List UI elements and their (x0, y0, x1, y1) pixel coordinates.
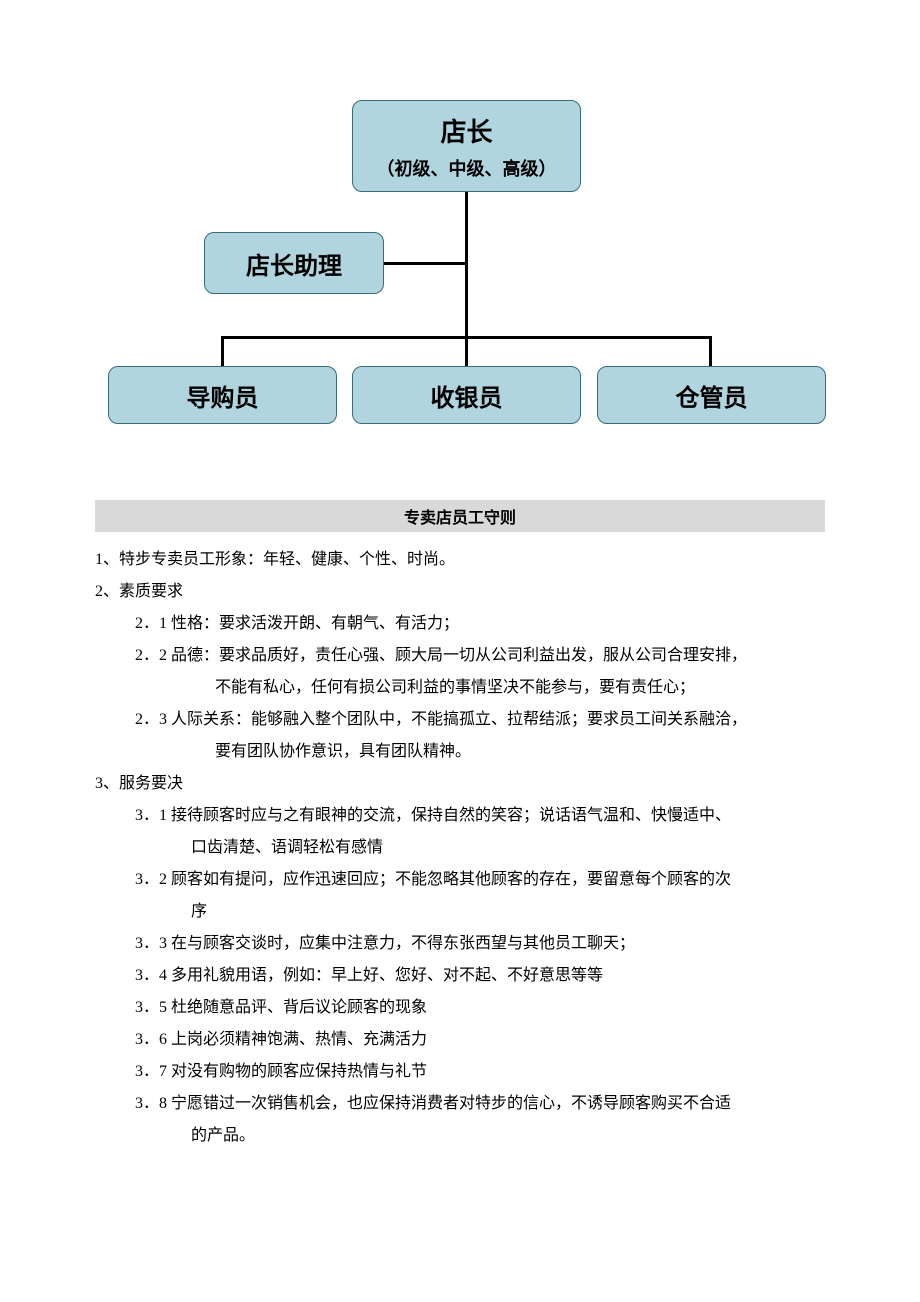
rule-3: 3、服务要决 (95, 768, 825, 800)
rule-2: 2、素质要求 (95, 576, 825, 608)
rule-3-5: 3．5 杜绝随意品评、背后议论顾客的现象 (135, 992, 825, 1024)
rule-3-3: 3．3 在与顾客交谈时，应集中注意力，不得东张西望与其他员工聊天； (135, 928, 825, 960)
connector-vert-main (465, 192, 468, 366)
node-manager-title: 店长 (440, 112, 492, 149)
node-warehouse-title: 仓管员 (676, 378, 748, 413)
node-assistant: 店长助理 (204, 232, 384, 294)
rule-2-3-line2: 要有团队协作意识，具有团队精神。 (135, 736, 825, 768)
rule-3-7: 3．7 对没有购物的顾客应保持热情与礼节 (135, 1056, 825, 1088)
rule-3-2-line1: 3．2 顾客如有提问，应作迅速回应；不能忽略其他顾客的存在，要留意每个顾客的次 (135, 864, 825, 896)
rule-3-6: 3．6 上岗必须精神饱满、热情、充满活力 (135, 1024, 825, 1056)
rule-3-8-line2: 的产品。 (135, 1120, 825, 1152)
node-assistant-title: 店长助理 (246, 246, 342, 281)
connector-horiz-assistant (384, 262, 466, 265)
node-cashier-title: 收银员 (431, 378, 503, 413)
node-warehouse: 仓管员 (597, 366, 826, 424)
section-title: 专卖店员工守则 (95, 500, 825, 532)
node-manager: 店长 （初级、中级、高级） (352, 100, 581, 192)
rule-3-2-line2: 序 (135, 896, 825, 928)
rule-2-2-line2: 不能有私心，任何有损公司利益的事情坚决不能参与，要有责任心； (135, 672, 825, 704)
node-sales-guide: 导购员 (108, 366, 337, 424)
node-sales-guide-title: 导购员 (187, 378, 259, 413)
rules-content: 1、特步专卖员工形象：年轻、健康、个性、时尚。 2、素质要求 2．1 性格：要求… (95, 544, 825, 1152)
connector-vert-b1 (221, 336, 224, 366)
rule-2-2-line1: 2．2 品德：要求品质好，责任心强、顾大局一切从公司利益出发，服从公司合理安排， (135, 640, 825, 672)
rule-3-4: 3．4 多用礼貌用语，例如：早上好、您好、对不起、不好意思等等 (135, 960, 825, 992)
node-cashier: 收银员 (352, 366, 581, 424)
rule-3-1-line2: 口齿清楚、语调轻松有感情 (135, 832, 825, 864)
node-manager-subtitle: （初级、中级、高级） (377, 155, 557, 181)
rule-3-8-line1: 3．8 宁愿错过一次销售机会，也应保持消费者对特步的信心，不诱导顾客购买不合适 (135, 1088, 825, 1120)
rule-2-1: 2．1 性格：要求活泼开朗、有朝气、有活力； (135, 608, 825, 640)
rule-1: 1、特步专卖员工形象：年轻、健康、个性、时尚。 (95, 544, 825, 576)
rule-3-1-line1: 3．1 接待顾客时应与之有眼神的交流，保持自然的笑容；说话语气温和、快慢适中、 (135, 800, 825, 832)
org-chart: 店长 （初级、中级、高级） 店长助理 导购员 收银员 仓管员 (0, 0, 920, 460)
connector-vert-b3 (709, 336, 712, 366)
connector-horiz-bottom (221, 336, 712, 339)
rule-2-3-line1: 2．3 人际关系：能够融入整个团队中，不能搞孤立、拉帮结派；要求员工间关系融洽， (135, 704, 825, 736)
